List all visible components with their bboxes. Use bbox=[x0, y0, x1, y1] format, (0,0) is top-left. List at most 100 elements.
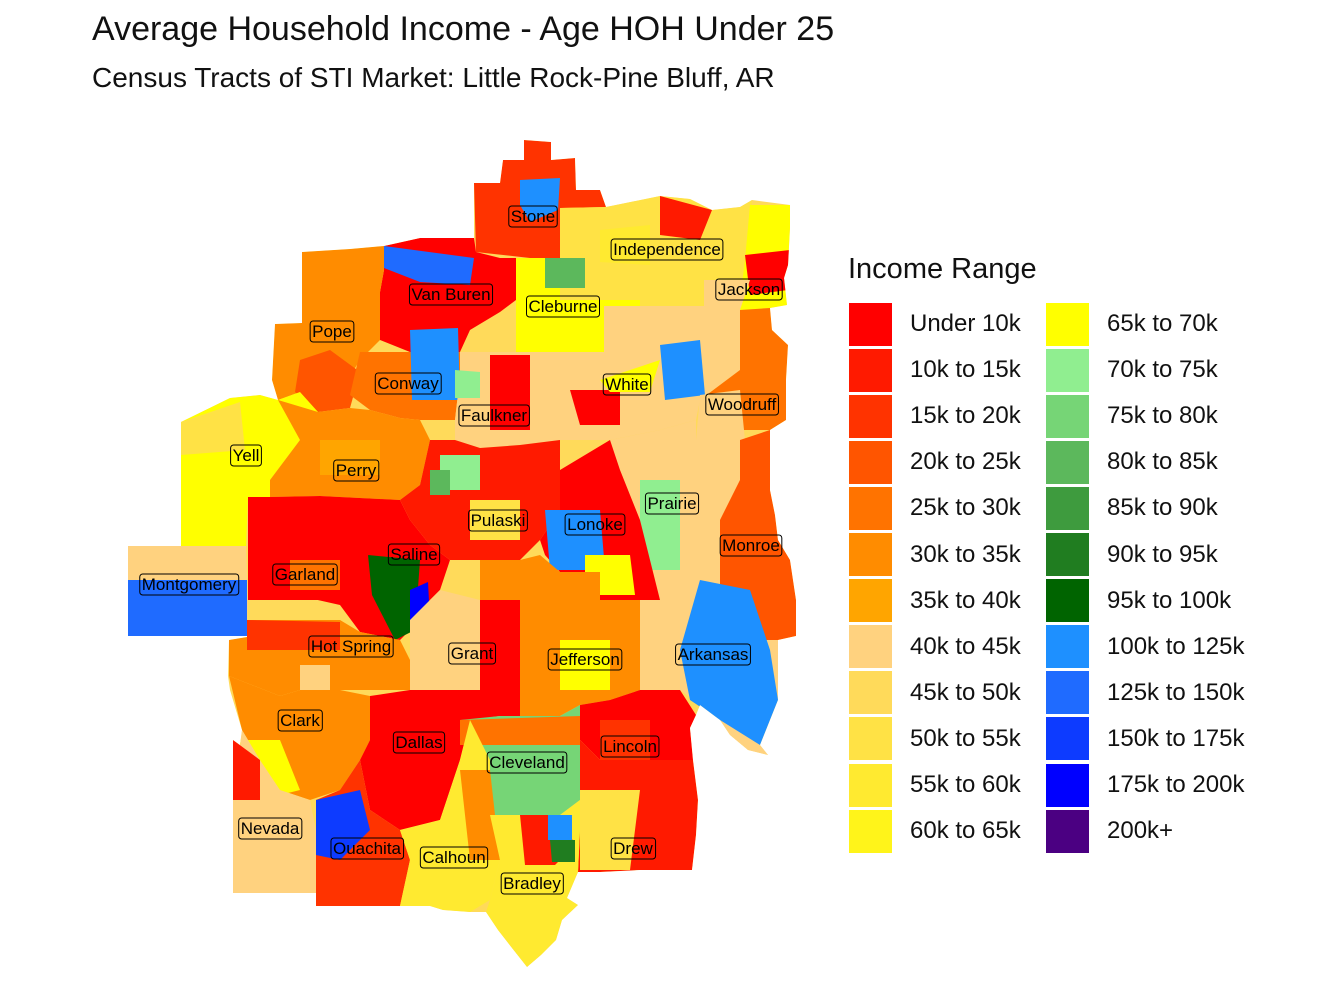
legend-swatch bbox=[849, 302, 892, 346]
county-label: Arkansas bbox=[675, 643, 751, 666]
legend-label: 45k to 50k bbox=[910, 678, 1021, 706]
legend-label: 10k to 15k bbox=[910, 356, 1021, 384]
county-label: Dallas bbox=[392, 731, 446, 754]
county-label: White bbox=[602, 373, 652, 396]
legend-swatch bbox=[1046, 440, 1089, 484]
county-label-box bbox=[139, 573, 240, 596]
county-label: Woodruff bbox=[705, 393, 779, 416]
tract-stone-b bbox=[520, 178, 560, 222]
county-label: Yell bbox=[230, 444, 262, 467]
tract-jackson-b bbox=[745, 250, 790, 295]
legend-item: 10k to 15k bbox=[849, 348, 1021, 392]
tract-grant bbox=[410, 590, 480, 690]
tract-ouachita-b bbox=[316, 790, 370, 860]
tract-pulaski-d bbox=[430, 470, 450, 495]
county-label-box bbox=[547, 648, 623, 671]
legend-label: 60k to 65k bbox=[910, 817, 1021, 845]
tract-calhoun bbox=[400, 720, 500, 912]
county-label: Jefferson bbox=[547, 648, 623, 671]
county-label-box bbox=[675, 643, 751, 666]
tract-perry-b bbox=[320, 440, 380, 475]
county-label-box bbox=[330, 837, 405, 860]
tract-white-d bbox=[600, 360, 660, 392]
county-label-box bbox=[468, 509, 528, 532]
county-labels: Stone Independence Jackson Van Buren Cleburn… bbox=[139, 205, 783, 895]
legend-label: 55k to 60k bbox=[910, 771, 1021, 798]
county-label-box bbox=[458, 404, 530, 427]
legend-label: 65k to 70k bbox=[1107, 310, 1218, 337]
legend-swatch bbox=[1046, 348, 1089, 392]
map-title: Average Household Income - Age HOH Under… bbox=[92, 10, 835, 48]
county-label-text: Jackson bbox=[718, 280, 780, 299]
legend-label: 85k to 90k bbox=[1107, 494, 1218, 522]
tract-vanburen-b bbox=[384, 246, 474, 285]
legend-item: 150k to 175k bbox=[1046, 717, 1244, 761]
county-label-box bbox=[705, 393, 779, 416]
county-label: Garland bbox=[272, 563, 338, 586]
county-label-text: Conway bbox=[377, 374, 439, 393]
tract-montgomery-b bbox=[128, 580, 247, 636]
tract-conway-b bbox=[410, 328, 460, 400]
legend-item: 50k to 55k bbox=[849, 717, 1021, 761]
legend-item: 200k+ bbox=[1046, 809, 1173, 853]
tract-independence-c bbox=[600, 225, 650, 265]
county-label-text: Cleburne bbox=[529, 297, 598, 316]
legend-item: 40k to 45k bbox=[849, 625, 1021, 669]
tract-saline-b bbox=[368, 555, 420, 640]
county-label-text: Arkansas bbox=[678, 645, 749, 664]
legend-swatch bbox=[849, 809, 892, 853]
county-label-text: Independence bbox=[613, 240, 721, 259]
county-label-box bbox=[419, 846, 489, 869]
legend-item: 70k to 75k bbox=[1046, 348, 1218, 392]
county-label-text: White bbox=[605, 375, 648, 394]
legend-label: 75k to 80k bbox=[1107, 402, 1218, 430]
tract-pope-b bbox=[295, 350, 360, 412]
county-label-box bbox=[486, 751, 568, 774]
legend-swatch bbox=[1046, 717, 1089, 761]
legend-swatch bbox=[849, 348, 892, 392]
county-label-text: Cleveland bbox=[489, 753, 565, 772]
county-label: Prairie bbox=[644, 492, 700, 515]
legend-label: Under 10k bbox=[910, 310, 1021, 337]
legend-label: 40k to 45k bbox=[910, 632, 1021, 660]
legend-item: 15k to 20k bbox=[849, 394, 1021, 438]
county-label-text: Yell bbox=[233, 446, 260, 465]
county-label-text: Faulkner bbox=[461, 406, 527, 425]
legend-item: 100k to 125k bbox=[1046, 625, 1244, 669]
county-label-text: Van Buren bbox=[411, 285, 490, 304]
county-label-box bbox=[272, 563, 338, 586]
legend-swatch bbox=[849, 579, 892, 623]
county-label: Calhoun bbox=[419, 846, 489, 869]
county-label: Montgomery bbox=[139, 573, 240, 596]
legend-label: 35k to 40k bbox=[910, 586, 1021, 614]
county-label-text: Jefferson bbox=[550, 650, 620, 669]
county-label-text: Hot Spring bbox=[311, 637, 391, 656]
legend-label: 100k to 125k bbox=[1107, 632, 1245, 660]
legend-item: 55k to 60k bbox=[849, 763, 1021, 807]
county-label: Van Buren bbox=[408, 283, 494, 306]
county-label: Perry bbox=[333, 459, 380, 482]
tract-white-c bbox=[660, 340, 705, 400]
county-label-text: Dallas bbox=[395, 733, 442, 752]
tract-drew-b bbox=[580, 790, 640, 870]
county-label-text: Lincoln bbox=[603, 737, 657, 756]
county-label-box bbox=[308, 635, 394, 658]
county-label-text: Bradley bbox=[503, 874, 561, 893]
county-label-box bbox=[602, 373, 652, 396]
legend-swatch bbox=[849, 763, 892, 807]
legend-swatch bbox=[849, 486, 892, 530]
county-label: Clark bbox=[277, 709, 323, 732]
tract-hotspring-b bbox=[247, 620, 340, 650]
county-label-box bbox=[600, 735, 660, 758]
tract-cleveland-b bbox=[460, 716, 580, 745]
legend-swatch bbox=[1046, 763, 1089, 807]
county-label: Conway bbox=[374, 372, 442, 395]
county-label-text: Grant bbox=[451, 644, 494, 663]
county-label: Nevada bbox=[238, 817, 303, 840]
county-label: Bradley bbox=[500, 872, 564, 895]
county-label-text: Woodruff bbox=[708, 395, 777, 414]
legend-item: 175k to 200k bbox=[1046, 763, 1244, 807]
legend-label: 70k to 75k bbox=[1107, 356, 1218, 384]
legend-item: 20k to 25k bbox=[849, 440, 1021, 484]
